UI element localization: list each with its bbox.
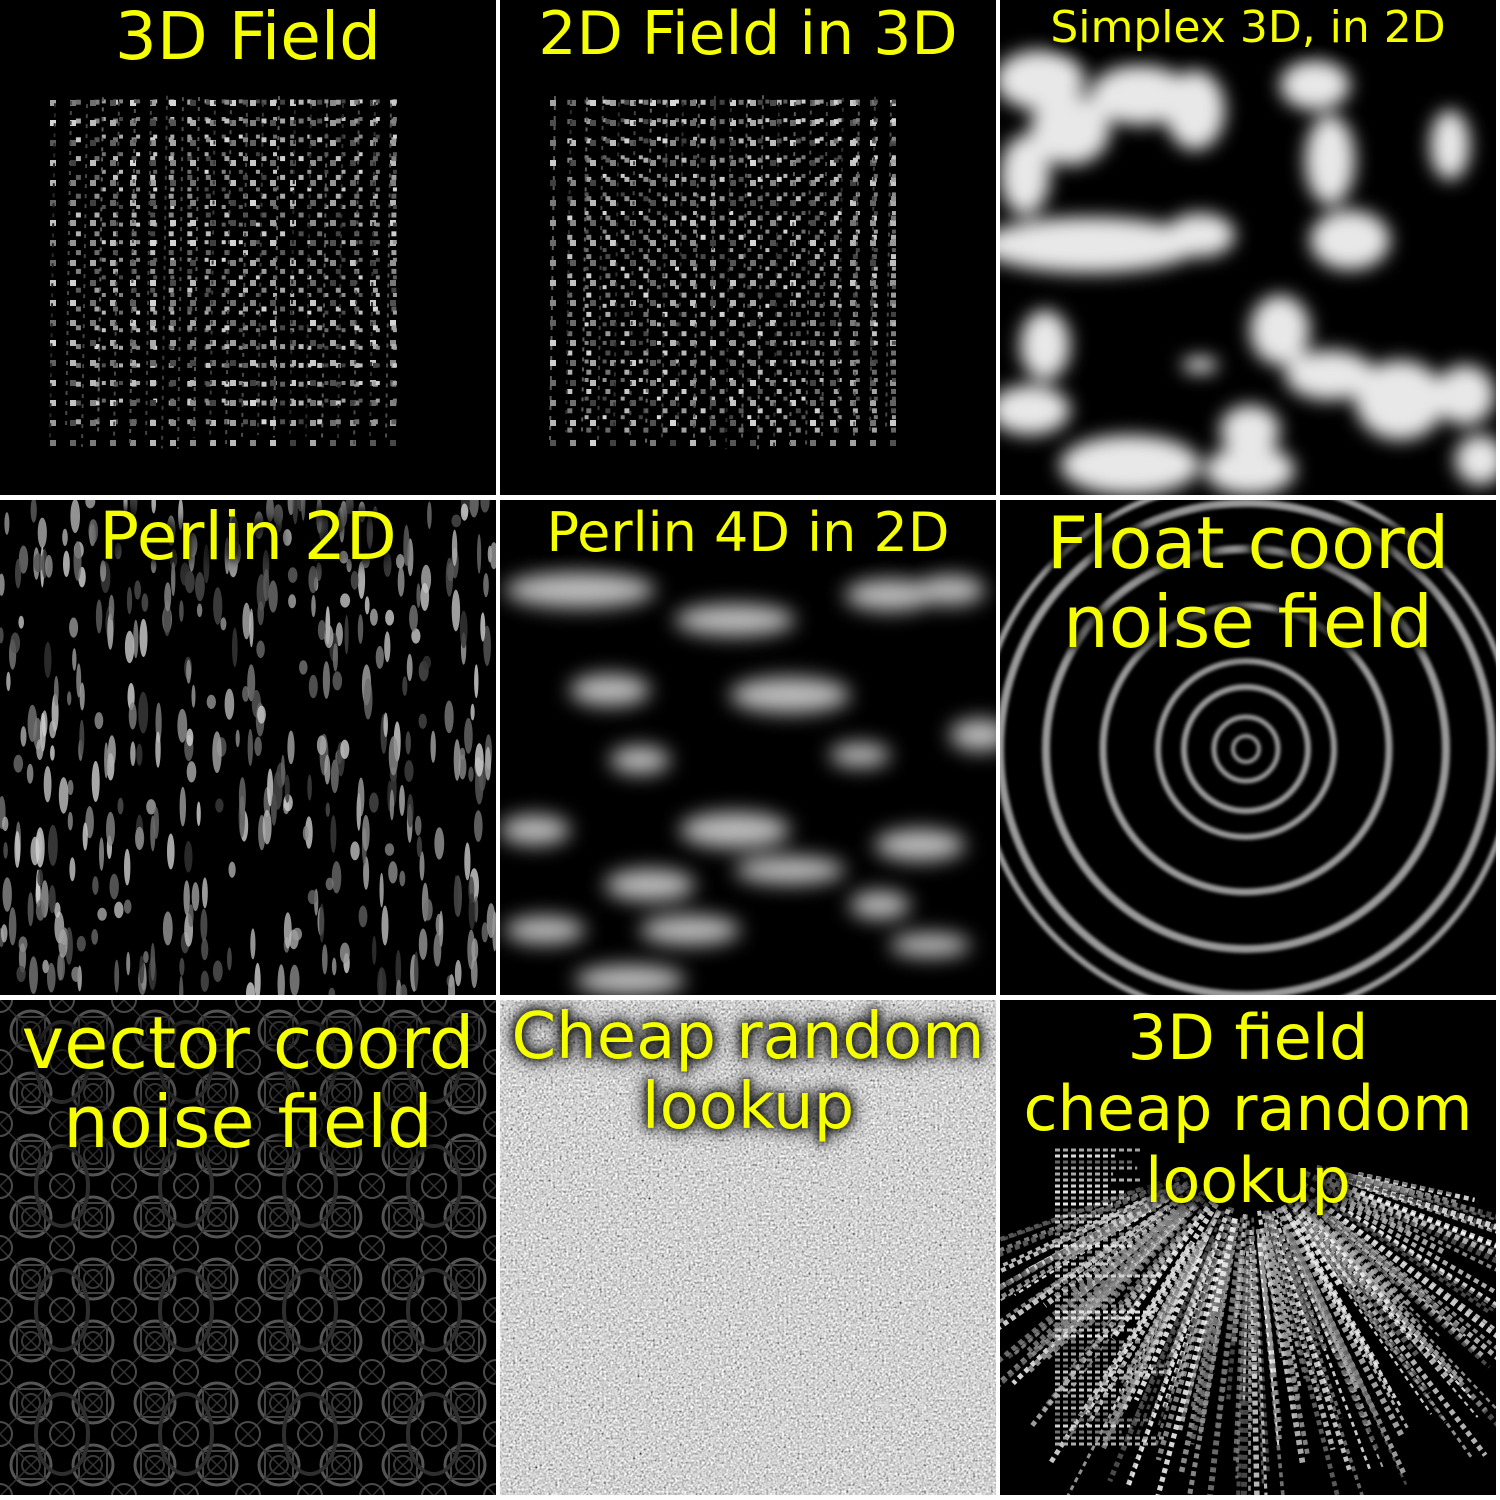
tile-label: 3D Field [0, 4, 496, 70]
dot-grid-perspective-icon [549, 95, 896, 450]
tile-label-line: 3D Field [114, 0, 382, 75]
tile-label-line: Perlin 2D [99, 500, 397, 575]
tile-label-line: Cheap random [511, 1000, 985, 1074]
tile-simplex-3d-in-2d: Simplex 3D, in 2D [1000, 0, 1496, 495]
smooth-waves-icon [500, 572, 996, 995]
tile-label-line: vector coord [21, 1001, 475, 1085]
tile-label-line: Simplex 3D, in 2D [1050, 2, 1446, 53]
tile-label: vector coord noise field [0, 1001, 496, 1165]
tile-label: Perlin 4D in 2D [500, 506, 996, 560]
concentric-rings-icon [1000, 500, 1496, 995]
dot-grid-perspective-icon [49, 95, 397, 449]
tile-label-line: Float coord [1046, 501, 1450, 585]
tile-float-coord-noise-field: Float coord noise field [1000, 500, 1496, 995]
tile-3d-field-cheap-random-lookup: 3D field cheap random lookup [1000, 1000, 1496, 1495]
static-noise-icon [500, 1000, 996, 1495]
tile-label-line: lookup [1145, 1143, 1351, 1217]
tile-label-line: cheap random [1023, 1072, 1473, 1146]
tile-label-line: Perlin 4D in 2D [546, 501, 950, 564]
simplex-blobs-icon [1000, 50, 1496, 495]
tile-label: Simplex 3D, in 2D [1000, 6, 1496, 50]
tile-label: 3D field cheap random lookup [1000, 1002, 1496, 1216]
radial-streaks-icon [1000, 1148, 1496, 1495]
interference-pattern-icon [0, 1000, 496, 1495]
tile-label: Float coord noise field [1000, 501, 1496, 665]
tile-perlin-2d: Perlin 2D [0, 500, 496, 995]
tile-3d-field: 3D Field [0, 0, 496, 495]
tile-2d-field-in-3d: 2D Field in 3D [500, 0, 996, 495]
tile-label-line: lookup [641, 1070, 855, 1145]
tile-label: 2D Field in 3D [500, 4, 996, 64]
tile-label-line: noise field [1063, 580, 1433, 665]
vertical-streaks-icon [0, 500, 496, 995]
tile-cheap-random-lookup: Cheap random lookup [500, 1000, 996, 1495]
tile-label-line: 2D Field in 3D [538, 0, 958, 69]
tile-label: Perlin 2D [0, 504, 496, 570]
tile-perlin-4d-in-2d: Perlin 4D in 2D [500, 500, 996, 995]
tile-vector-coord-noise-field: vector coord noise field [0, 1000, 496, 1495]
tile-label: Cheap random lookup [500, 1002, 996, 1143]
tile-label-line: noise field [63, 1080, 433, 1165]
tile-label-line: 3D field [1127, 1001, 1369, 1074]
